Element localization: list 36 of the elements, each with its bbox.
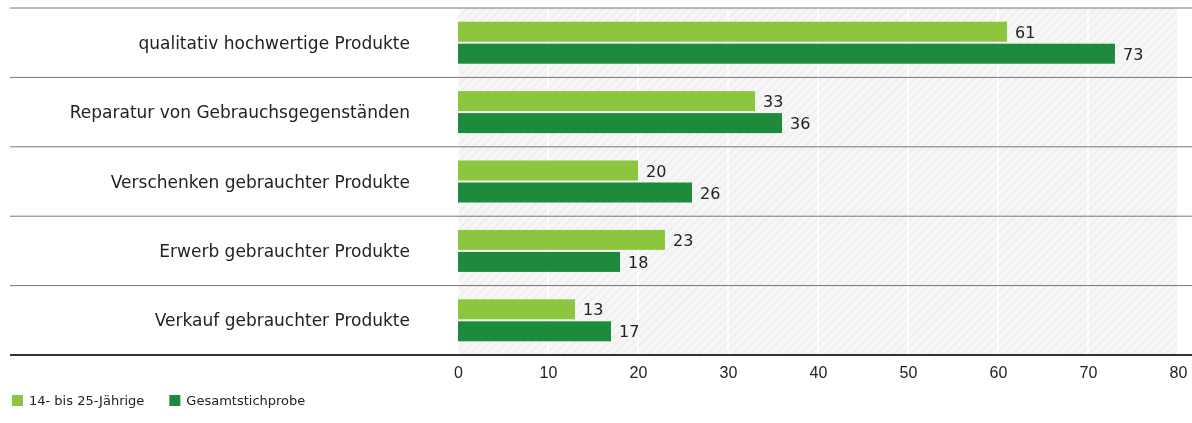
y-tick-label: Erwerb gebrauchter Produkte [159,240,410,261]
data-label: 36 [790,114,811,134]
data-label: 73 [1123,44,1144,64]
x-tick-label: 50 [899,364,918,382]
x-tick-label: 70 [1079,364,1098,382]
x-tick-label: 80 [1169,364,1188,382]
y-tick-label: qualitativ hochwertige Produkte [138,32,410,53]
y-tick-label: Verschenken gebrauchter Produkte [110,171,410,192]
x-tick-label: 20 [629,364,648,382]
data-label: 18 [628,252,649,272]
data-label: 23 [673,230,694,250]
bar [458,251,620,272]
data-label: 20 [646,161,667,181]
y-tick-label: Reparatur von Gebrauchsgegenständen [69,102,410,123]
data-label: 26 [700,183,721,203]
legend-label: Gesamtstichprobe [186,393,306,408]
bar [458,113,782,134]
x-tick-label: 0 [454,364,464,382]
bar [458,321,611,342]
x-tick-label: 60 [989,364,1008,382]
bar [458,91,755,112]
data-label: 17 [619,322,640,342]
bar [458,21,1007,42]
bar [458,229,665,250]
data-label: 33 [763,92,784,112]
x-tick-label: 10 [539,364,558,382]
y-tick-label: Verkauf gebrauchter Produkte [154,310,410,331]
bar [458,160,638,181]
bar [458,43,1115,64]
data-label: 13 [583,300,604,320]
x-tick-label: 40 [809,364,828,382]
data-label: 61 [1015,22,1036,42]
legend-label: 14- bis 25-Jährige [29,393,145,408]
bar [458,299,575,320]
bar [458,182,692,203]
x-tick-label: 30 [719,364,738,382]
